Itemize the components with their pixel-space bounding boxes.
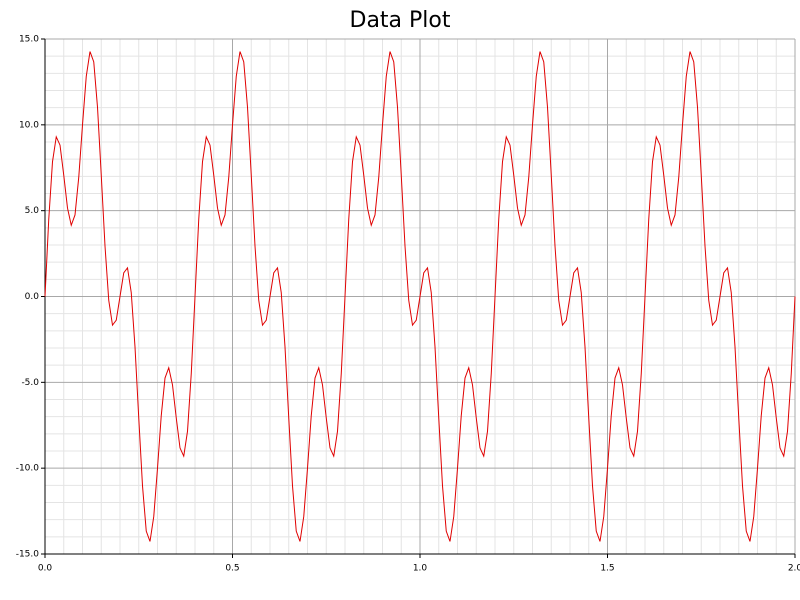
x-tick-label: 0.5 (225, 564, 239, 574)
y-tick-label: -10.0 (16, 464, 40, 474)
y-tick-label: -15.0 (16, 550, 40, 560)
x-tick-label: 0.0 (38, 564, 53, 574)
x-tick-label: 1.0 (413, 564, 428, 574)
y-tick-label: 10.0 (19, 120, 39, 130)
x-tick-label: 2.0 (788, 564, 800, 574)
y-tick-label: -5.0 (21, 378, 39, 388)
y-tick-label: 0.0 (25, 292, 40, 302)
data-line (44, 51, 796, 542)
y-tick-label: 15.0 (19, 35, 39, 45)
chart-title: Data Plot (350, 8, 451, 33)
y-tick-label: 5.0 (25, 206, 40, 216)
x-tick-label: 1.5 (600, 564, 614, 574)
